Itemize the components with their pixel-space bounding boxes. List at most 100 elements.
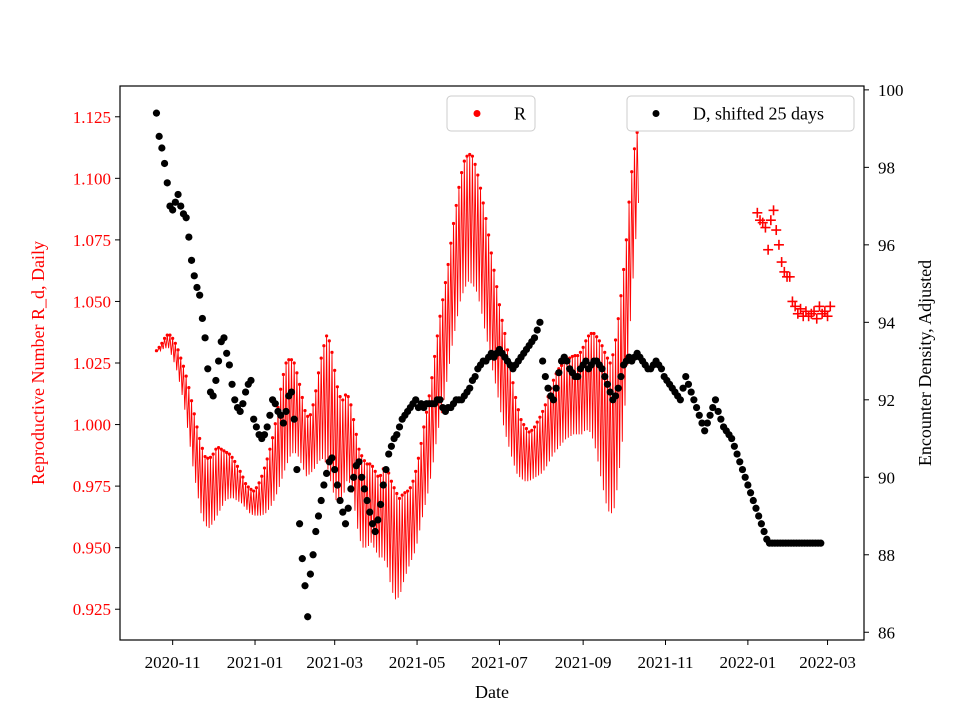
d-point	[393, 431, 401, 439]
r-point	[441, 298, 445, 302]
y-axis-left: 0.925 0.950 0.975 1.000 1.025 1.050 1.075 1.100…	[73, 108, 120, 619]
d-point	[366, 508, 374, 516]
r-point	[395, 491, 399, 496]
y-right-tick-label: 96	[878, 236, 895, 255]
d-point	[552, 384, 560, 392]
d-point	[223, 349, 231, 357]
r-point	[446, 262, 450, 267]
d-point	[177, 202, 185, 210]
legend-r-label: R	[514, 104, 526, 124]
r-point	[632, 147, 637, 151]
d-point	[263, 423, 271, 431]
r-late-point	[811, 313, 822, 324]
r-point	[254, 486, 258, 490]
r-point	[538, 415, 542, 419]
r-point	[200, 446, 204, 450]
r-point	[584, 339, 588, 343]
r-point	[311, 403, 315, 407]
d-point	[736, 458, 744, 466]
r-point	[257, 481, 261, 485]
r-point	[373, 469, 377, 473]
r-point	[281, 372, 285, 377]
d-point	[730, 442, 738, 450]
r-late-point	[752, 207, 763, 218]
r-point	[532, 425, 537, 429]
r-late-point	[825, 301, 836, 312]
d-point	[582, 357, 590, 365]
d-point	[682, 372, 690, 381]
r-point	[211, 452, 215, 456]
d-point	[295, 520, 304, 528]
r-point	[343, 393, 348, 397]
x-tick-label: 2022-03	[799, 653, 856, 672]
r-point	[500, 318, 504, 322]
r-point	[476, 173, 480, 177]
y-left-tick-label: 1.025	[73, 354, 111, 373]
d-point	[536, 318, 544, 326]
plot-area	[120, 86, 864, 640]
r-point	[449, 241, 453, 245]
d-point	[309, 551, 317, 559]
d-point	[706, 411, 714, 419]
r-point	[297, 382, 302, 386]
legend-r-marker	[473, 110, 481, 117]
d-point	[611, 392, 620, 400]
r-point	[624, 238, 628, 242]
d-point	[817, 539, 825, 547]
r-point	[422, 425, 426, 429]
r-point	[289, 358, 294, 362]
d-point	[601, 372, 609, 381]
legend-d: D, shifted 25 days	[626, 95, 855, 132]
r-point	[252, 489, 256, 493]
d-series	[152, 109, 825, 621]
d-point	[247, 376, 255, 385]
d-point	[252, 423, 260, 431]
d-point	[169, 206, 177, 214]
r-point	[233, 459, 237, 464]
r-point	[392, 486, 396, 490]
r-point	[616, 317, 620, 321]
d-point	[549, 396, 558, 404]
d-point	[757, 520, 765, 528]
d-point	[471, 372, 479, 381]
r-point	[246, 485, 250, 489]
d-point	[290, 415, 298, 423]
d-point	[436, 396, 444, 404]
r-point	[524, 427, 529, 431]
r-point	[349, 403, 353, 407]
r-point	[206, 456, 210, 460]
r-point	[189, 399, 194, 403]
d-point	[684, 380, 693, 388]
r-point	[497, 303, 502, 307]
r-point	[262, 466, 267, 470]
r-point	[292, 361, 296, 365]
r-point	[306, 414, 310, 418]
d-point	[614, 384, 622, 392]
d-point	[163, 179, 171, 187]
d-point	[555, 369, 563, 377]
d-point	[328, 454, 336, 462]
r-point	[511, 381, 515, 385]
r-point	[397, 496, 402, 501]
d-point	[355, 458, 363, 466]
x-tick-label: 2021-05	[389, 653, 446, 672]
d-point	[755, 512, 763, 520]
r-point	[430, 376, 434, 380]
r-point	[181, 364, 186, 368]
r-point	[424, 410, 429, 414]
r-point	[324, 334, 329, 338]
r-point	[408, 486, 412, 490]
r-point	[495, 285, 499, 289]
r-point	[530, 428, 534, 432]
r-late-point	[814, 301, 825, 312]
r-point	[173, 341, 177, 345]
r-point	[403, 491, 407, 495]
r-point	[222, 449, 226, 453]
y-right-tick-label: 88	[878, 546, 895, 565]
d-point	[182, 214, 190, 222]
r-point	[635, 130, 639, 134]
x-tick-label: 2020-11	[145, 653, 201, 672]
d-point	[212, 376, 220, 385]
d-point	[714, 407, 722, 416]
r-point	[605, 356, 610, 360]
